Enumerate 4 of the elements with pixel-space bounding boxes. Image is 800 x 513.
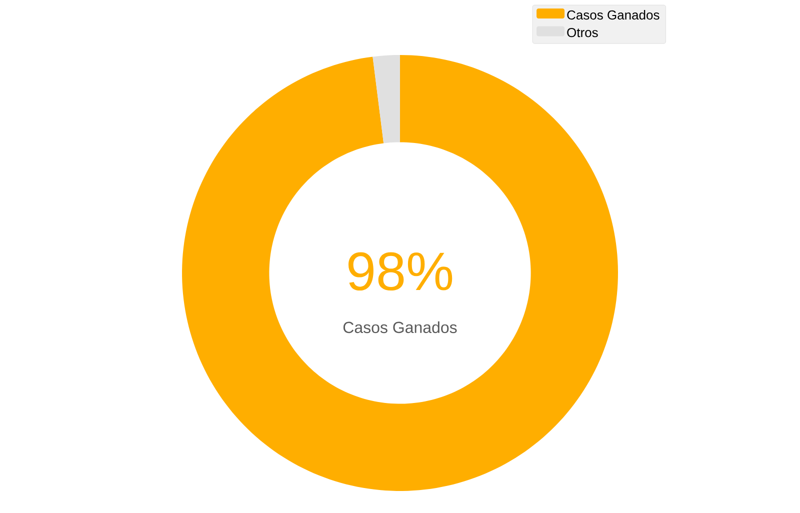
legend-label: Casos Ganados <box>567 10 660 20</box>
legend-label: Otros <box>567 28 598 38</box>
text: Casos Ganados <box>343 321 457 334</box>
text: 98% <box>348 252 452 291</box>
